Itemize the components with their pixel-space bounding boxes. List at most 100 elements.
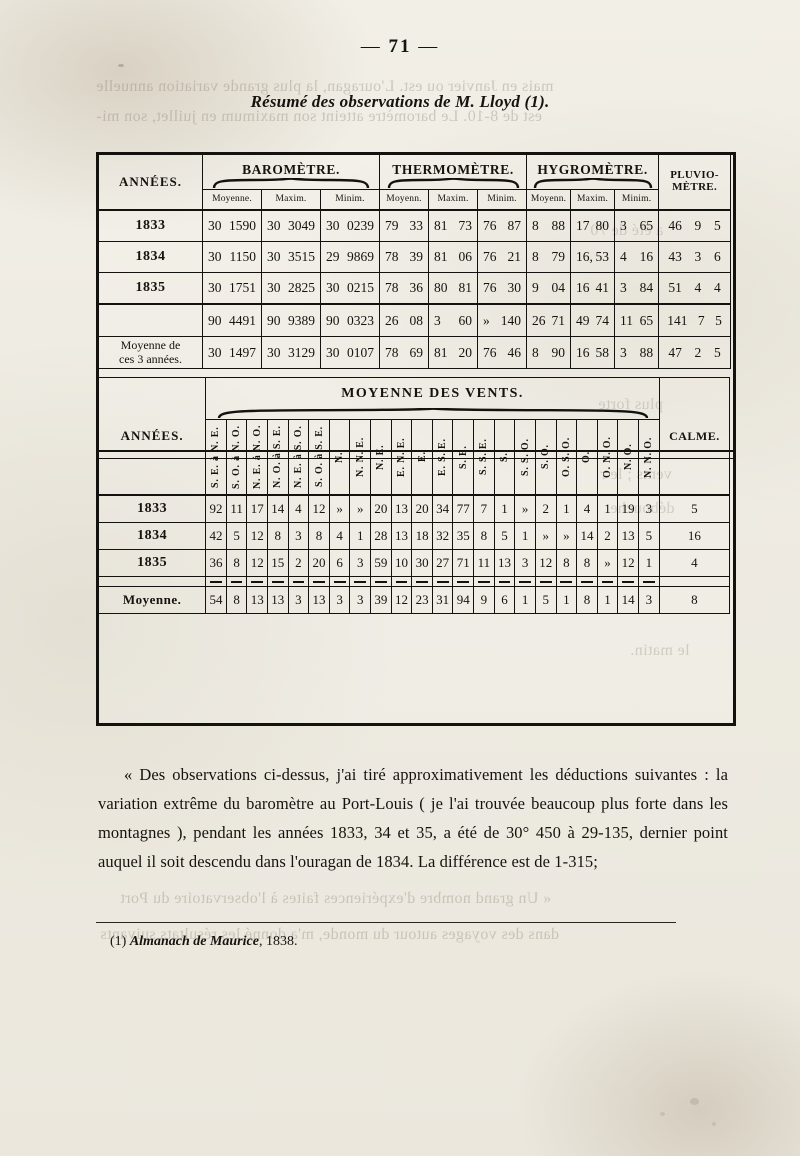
wind-mean-cell-calme: 8 (658, 586, 731, 614)
wind-cell: 8 (267, 522, 289, 550)
wind-cell: 18 (411, 522, 433, 550)
brace-barometre (201, 178, 381, 190)
wind-cell: 20 (411, 494, 433, 523)
footnote-rule (96, 922, 676, 923)
cell-mean-hygro-minim: 3 88 (614, 336, 660, 369)
wind-cell: 1 (493, 494, 516, 523)
cell-thermo-maxim: 80 81 (428, 272, 479, 305)
mean-row-label: Moyenne de ces 3 années. (98, 336, 203, 369)
wind-mean-cell: 5 (534, 586, 557, 614)
wind-cell: 92 (205, 494, 227, 523)
wind-cell: 3 (287, 522, 310, 550)
wind-mean-cell: 1 (596, 586, 619, 614)
wind-cell: 34 (431, 494, 454, 523)
brace-hygrometre (526, 178, 660, 190)
wind-cell: 35 (452, 522, 475, 550)
wind-cell: 8 (308, 522, 330, 550)
wind-cell: 32 (431, 522, 454, 550)
col-header-baro-moyenne: Moyenne. (202, 189, 262, 211)
cell-hygro-maxim: 16 41 (570, 272, 616, 305)
wind-rule (596, 576, 619, 587)
wind-mean-cell: 3 (349, 586, 372, 614)
wind-mean-cell: 9 (473, 586, 495, 614)
paper-speck (118, 64, 124, 67)
wind-mean-cell: 6 (493, 586, 516, 614)
wind-cell: 59 (370, 549, 392, 577)
wind-cell: 1 (514, 522, 536, 550)
wind-cell: 13 (617, 522, 639, 550)
wind-mean-cell: 13 (267, 586, 289, 614)
wind-rule (411, 576, 433, 587)
wind-cell: 13 (390, 522, 413, 550)
cell-baro-moyenne: 30 1751 (202, 272, 262, 305)
footnote-marker: (1) (110, 934, 127, 949)
wind-mean-row: Moyenne. 54 8 13 13 3 13 3 3 39 12 23 31… (97, 586, 731, 614)
wind-row: 1833 92 11 17 14 4 12 » » 20 13 20 34 77… (97, 494, 731, 523)
cell-thermo-maxim: 81 73 (428, 209, 479, 242)
cell-thermo-maxim: 81 06 (428, 241, 479, 273)
wind-cell: 11 (225, 494, 248, 523)
wind-rule (308, 576, 330, 587)
wind-cell: 1 (637, 549, 660, 577)
pluvio-line-2: MÈTRE. (672, 181, 717, 193)
wind-cell: 3 (514, 549, 536, 577)
wind-cell-calme: 4 (658, 549, 731, 577)
cell-thermo-moyenne: 78 39 (379, 241, 430, 273)
cell-hygro-minim: 4 16 (614, 241, 660, 273)
wind-mean-cell: 23 (411, 586, 433, 614)
body-paragraph: « Des observations ci-dessus, j'ai tiré … (98, 760, 728, 876)
cell-baro-maxim: 30 3049 (261, 209, 321, 242)
wind-mean-cell: 3 (328, 586, 351, 614)
wind-cell: 4 (576, 494, 598, 523)
row-year: 1835 (97, 549, 207, 577)
wind-cell: 27 (431, 549, 454, 577)
table-row: 1835 30 1751 30 2825 30 0215 78 36 80 81 76 30… (98, 272, 732, 305)
wind-cell: 5 (637, 522, 660, 550)
wind-rule (576, 576, 598, 587)
wind-cell: 4 (328, 522, 351, 550)
col-group-thermometre: THERMOMÈTRE. (379, 154, 528, 178)
footnote: (1) Almanach de Maurice, 1838. (110, 934, 297, 950)
wind-mean-cell: 1 (555, 586, 578, 614)
cell-baro-moyenne: 30 1150 (202, 241, 262, 273)
wind-mean-cell: 54 (205, 586, 227, 614)
wind-cell: 12 (246, 522, 268, 550)
cell-hygro-maxim: 16, 53 (570, 241, 616, 273)
paper-speck (712, 1122, 716, 1126)
cell-total-thermo-minim: » 140 (477, 303, 528, 337)
table-separator-rule (98, 450, 734, 459)
rule-spacer (97, 576, 207, 587)
col-group-hygrometre: HYGROMÈTRE. (526, 154, 660, 178)
wind-rule (514, 576, 536, 587)
table-caption: Résumé des observations de M. Lloyd (1). (250, 92, 550, 111)
wind-cell: 11 (473, 549, 495, 577)
wind-mean-cell: 14 (617, 586, 639, 614)
wind-rule (246, 576, 268, 587)
wind-rule (493, 576, 516, 587)
cell-hygro-maxim: 17 80 (570, 209, 616, 242)
cell-pluviometre: 46 9 5 (658, 209, 732, 242)
wind-rule (349, 576, 372, 587)
table-row: 1833 30 1590 30 3049 30 0239 79 33 81 73 76 87… (98, 209, 732, 242)
wind-cell: 4 (287, 494, 310, 523)
wind-cell: » (514, 494, 536, 523)
wind-cell: 2 (596, 522, 619, 550)
wind-rule (534, 576, 557, 587)
cell-mean-thermo-minim: 76 46 (477, 336, 528, 369)
wind-cell: 14 (267, 494, 289, 523)
wind-row: 1834 42 5 12 8 3 8 4 1 28 13 18 32 35 8 … (97, 522, 731, 550)
meteorological-table: ANNÉES. BAROMÈTRE. THERMOMÈTRE. HYGROMÈT… (98, 154, 732, 369)
col-header-hygro-maxim: Maxim. (570, 189, 616, 211)
page-number: — 71 — (360, 36, 440, 57)
row-year: 1834 (97, 522, 207, 550)
cell-mean-thermo-moyenne: 78 69 (379, 336, 430, 369)
wind-rule (637, 576, 660, 587)
wind-mean-cell: 1 (514, 586, 536, 614)
wind-cell: 36 (205, 549, 227, 577)
row-year: 1833 (97, 494, 207, 523)
paper-speck (660, 1112, 665, 1116)
paper-speck (690, 1098, 699, 1105)
cell-mean-baro-maxim: 30 3129 (261, 336, 321, 369)
wind-mean-cell: 94 (452, 586, 475, 614)
totals-row: 90 4491 90 9389 90 0323 26 08 3 60 » 140 26 71 … (98, 303, 732, 337)
